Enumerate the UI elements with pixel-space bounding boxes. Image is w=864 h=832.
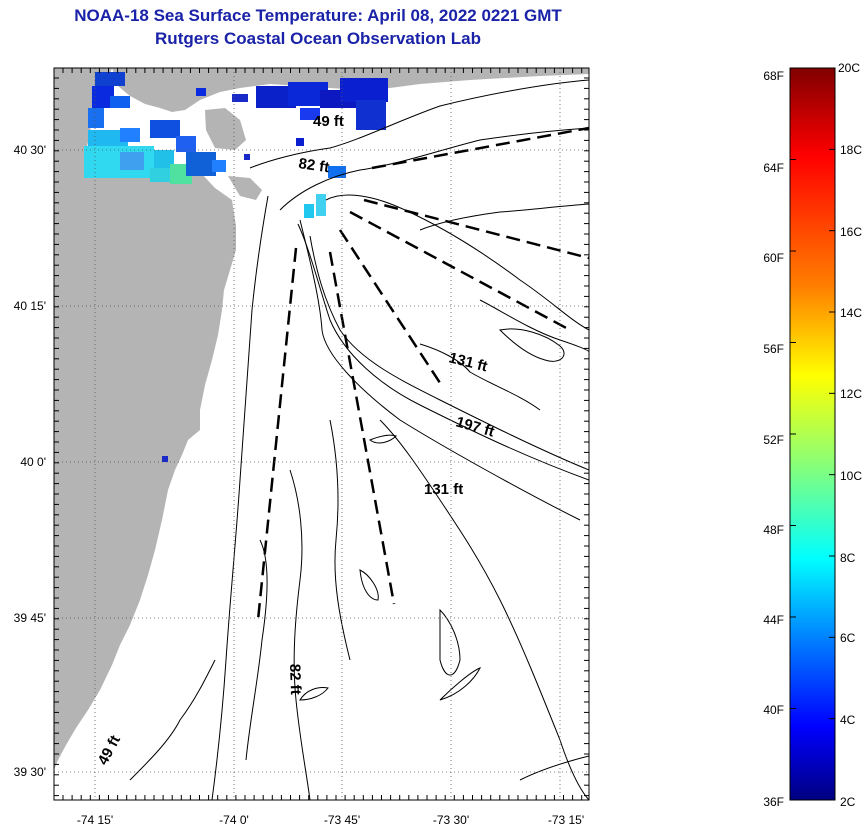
shipping-lanes (256, 126, 589, 621)
colorbar-c-label: 14C (840, 306, 862, 320)
colorbar-f-label: 68F (763, 69, 784, 83)
colorbar-f-label: 36F (763, 795, 784, 809)
colorbar-f-label: 56F (763, 342, 784, 356)
bathymetry-contours (129, 79, 589, 800)
colorbar-c-label: 12C (840, 387, 862, 401)
land-long-island (112, 68, 589, 112)
map-subtitle: Rutgers Coastal Ocean Observation Lab (155, 29, 481, 48)
colorbar-c-label: 6C (840, 631, 856, 645)
lat-tick-label: 40 15' (14, 299, 46, 313)
lon-tick-label: -74 0' (219, 813, 249, 827)
sst-pixels (84, 72, 388, 462)
colorbar-c-label: 18C (840, 143, 862, 157)
lon-tick-label: -73 15' (548, 813, 584, 827)
contour-label-82ft-south: 82 ft (286, 664, 304, 695)
colorbar-c-label: 4C (840, 713, 856, 727)
colorbar-c-label: 8C (840, 551, 856, 565)
lon-tick-label: -73 45' (324, 813, 360, 827)
colorbar-f-label: 64F (763, 161, 784, 175)
contour-label-131ft-south: 131 ft (424, 481, 463, 498)
colorbar-gradient (789, 67, 836, 801)
colorbar-f-label: 52F (763, 433, 784, 447)
lat-tick-label: 39 30' (14, 765, 46, 779)
lon-tick-label: -73 30' (433, 813, 469, 827)
map-frame (53, 67, 590, 801)
contour-label-49ft: 49 ft (313, 113, 344, 130)
lat-tick-label: 39 45' (14, 611, 46, 625)
map-title: NOAA-18 Sea Surface Temperature: April 0… (74, 6, 562, 25)
land-staten-island (205, 108, 246, 150)
lat-tick-label: 40 30' (14, 143, 46, 157)
colorbar-c-label: 16C (840, 225, 862, 239)
colorbar-f-label: 40F (763, 703, 784, 717)
colorbar-c-label: 10C (840, 469, 862, 483)
colorbar-f-label: 44F (763, 613, 784, 627)
map-minor-ticks (54, 68, 589, 800)
colorbar-c-label: 20C (838, 61, 860, 75)
map-area (54, 68, 589, 800)
colorbar-c-label: 2C (840, 795, 856, 809)
colorbar-fahrenheit-labels: 68F 64F 60F 56F 52F 48F 44F 40F 36F (763, 69, 784, 809)
colorbar-f-label: 60F (763, 251, 784, 265)
colorbar: 68F 64F 60F 56F 52F 48F 44F 40F 36F 20C … (763, 61, 862, 809)
colorbar-ticks (790, 67, 835, 801)
latitude-axis: 40 30' 40 15' 40 0' 39 45' 39 30' (14, 143, 46, 779)
land-new-jersey (54, 68, 236, 770)
lon-tick-label: -74 15' (77, 813, 113, 827)
longitude-axis: -74 15' -74 0' -73 45' -73 30' -73 15' (77, 813, 584, 827)
lat-tick-label: 40 0' (20, 455, 46, 469)
land-sandy-hook (228, 176, 262, 200)
contour-label-82ft: 82 ft (297, 155, 330, 176)
colorbar-celsius-labels: 20C 18C 16C 14C 12C 10C 8C 6C 4C 2C (838, 61, 862, 809)
colorbar-f-label: 48F (763, 523, 784, 537)
